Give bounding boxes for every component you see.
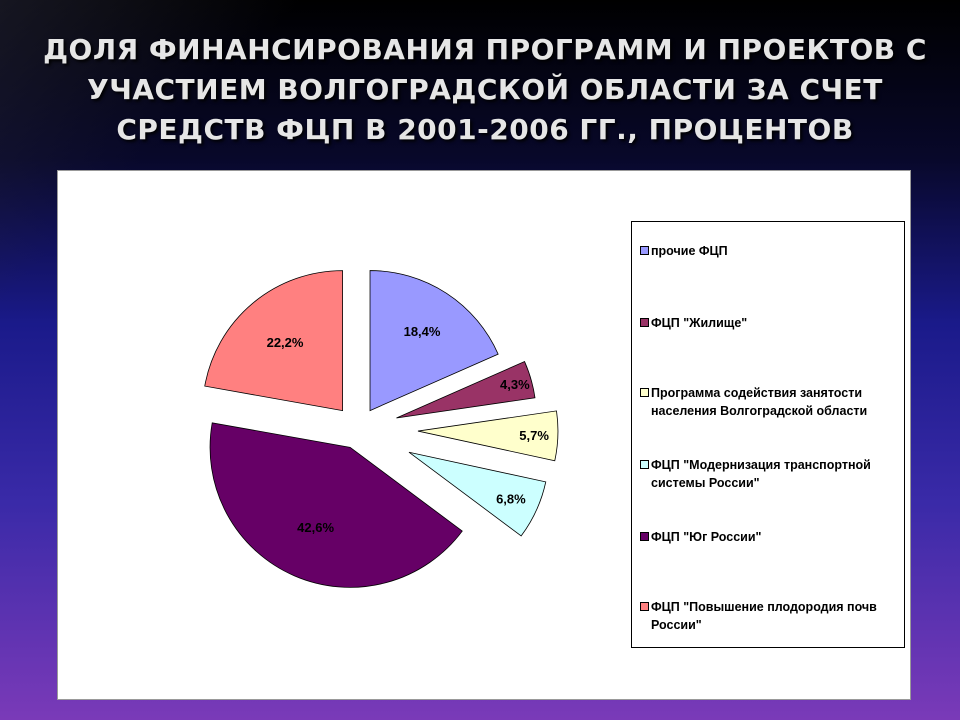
legend-swatch — [640, 318, 649, 327]
legend-item-transport: ФЦП "Модернизация транспортной системы Р… — [640, 456, 902, 492]
legend-swatch — [640, 532, 649, 541]
legend-label: ФЦП "Юг России" — [651, 530, 762, 544]
slice-other-ftsp — [369, 270, 499, 412]
chart-legend: прочие ФЦП ФЦП "Жилище" Программа содейс… — [631, 221, 905, 648]
slice-transport — [408, 451, 547, 537]
slice-other-ftsp-label: 18,4% — [404, 324, 441, 339]
legend-swatch — [640, 246, 649, 255]
legend-item-other-ftsp: прочие ФЦП — [640, 242, 902, 260]
legend-item-housing: ФЦП "Жилище" — [640, 314, 902, 332]
slide-title: ДОЛЯ ФИНАНСИРОВАНИЯ ПРОГРАММ И ПРОЕКТОВ … — [43, 33, 927, 146]
legend-swatch — [640, 602, 649, 611]
legend-label: Программа содействия занятости населения… — [651, 386, 868, 418]
pie-chart: 18,4% 4,3% 5,7% 6,8% 42,6% 22,2% — [204, 270, 559, 588]
legend-label: прочие ФЦП — [651, 244, 728, 258]
chart-panel: 18,4% 4,3% 5,7% 6,8% 42,6% 22,2% прочие ФЦП Ф… — [57, 170, 911, 700]
legend-label: ФЦП "Модернизация транспортной системы Р… — [651, 458, 871, 490]
legend-swatch — [640, 388, 649, 397]
slice-employment — [417, 410, 559, 462]
slice-soil-fertility-label: 22,2% — [267, 335, 304, 350]
legend-item-south-russia: ФЦП "Юг России" — [640, 528, 902, 546]
legend-swatch — [640, 460, 649, 469]
slice-housing — [396, 361, 536, 419]
legend-label: ФЦП "Жилище" — [651, 316, 748, 330]
legend-item-employment: Программа содействия занятости населения… — [640, 384, 902, 420]
legend-label: ФЦП "Повышение плодородия почв России" — [651, 600, 877, 632]
legend-item-soil-fertility: ФЦП "Повышение плодородия почв России" — [640, 598, 902, 634]
slice-housing-label: 4,3% — [500, 377, 530, 392]
slice-south-russia-label: 42,6% — [297, 520, 334, 535]
slice-transport-label: 6,8% — [496, 492, 526, 507]
slice-soil-fertility — [204, 270, 343, 412]
slice-south-russia — [209, 422, 463, 588]
slice-employment-label: 5,7% — [519, 428, 549, 443]
